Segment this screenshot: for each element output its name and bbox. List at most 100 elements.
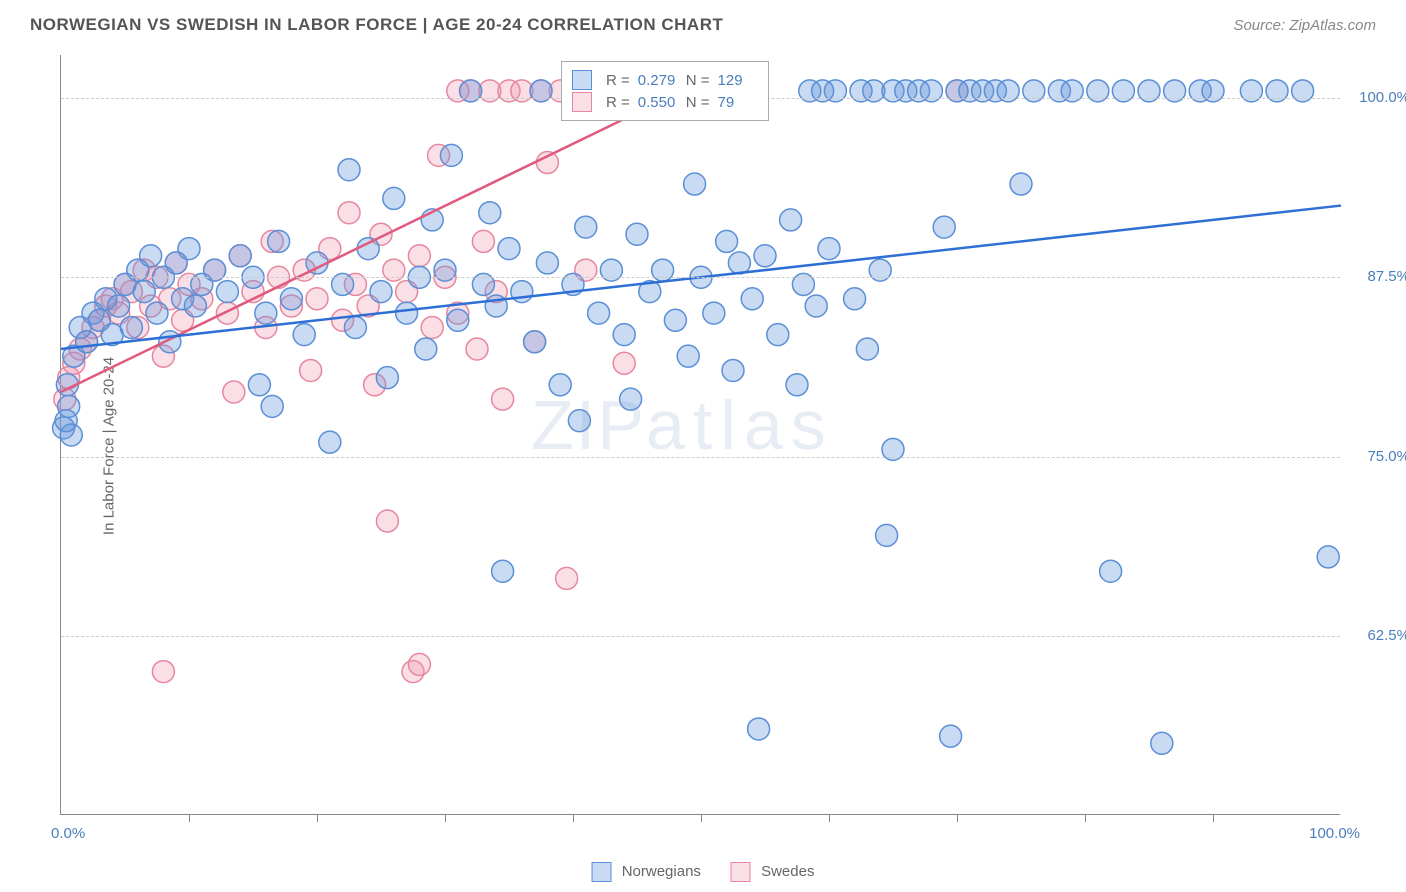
data-point-norwegians: [940, 725, 962, 747]
x-tick: [1213, 814, 1214, 822]
y-tick-label: 62.5%: [1367, 627, 1406, 644]
x-tick: [189, 814, 190, 822]
r-label: R =: [606, 94, 630, 111]
data-point-norwegians: [1151, 732, 1173, 754]
data-point-swedes: [306, 288, 328, 310]
data-point-norwegians: [780, 209, 802, 231]
data-point-norwegians: [108, 295, 130, 317]
data-point-swedes: [223, 381, 245, 403]
x-tick: [701, 814, 702, 822]
legend-row-swedes: R = 0.550 N = 79: [572, 92, 758, 112]
data-point-norwegians: [76, 331, 98, 353]
data-point-norwegians: [575, 216, 597, 238]
data-point-swedes: [613, 352, 635, 374]
data-point-norwegians: [498, 238, 520, 260]
data-point-norwegians: [146, 302, 168, 324]
data-point-norwegians: [1317, 546, 1339, 568]
data-point-norwegians: [805, 295, 827, 317]
data-point-norwegians: [255, 302, 277, 324]
data-point-norwegians: [492, 560, 514, 582]
data-point-norwegians: [60, 424, 82, 446]
grid-line: [61, 277, 1340, 278]
data-point-norwegians: [933, 216, 955, 238]
data-point-norwegians: [626, 223, 648, 245]
data-point-norwegians: [58, 395, 80, 417]
data-point-swedes: [300, 359, 322, 381]
r-value-norwegians: 0.279: [638, 72, 678, 89]
data-point-norwegians: [524, 331, 546, 353]
data-point-norwegians: [357, 238, 379, 260]
data-point-norwegians: [818, 238, 840, 260]
data-point-norwegians: [293, 324, 315, 346]
x-tick: [829, 814, 830, 822]
r-value-swedes: 0.550: [638, 94, 678, 111]
legend-swatch-norwegians-icon: [592, 862, 612, 882]
y-tick-label: 87.5%: [1367, 268, 1406, 285]
x-tick: [317, 814, 318, 822]
legend-item-norwegians: Norwegians: [592, 862, 701, 882]
data-point-swedes: [472, 230, 494, 252]
data-point-norwegians: [728, 252, 750, 274]
data-point-norwegians: [248, 374, 270, 396]
data-point-norwegians: [261, 395, 283, 417]
data-point-norwegians: [140, 245, 162, 267]
data-point-swedes: [152, 661, 174, 683]
legend-swatch-norwegians: [572, 70, 592, 90]
data-point-norwegians: [184, 295, 206, 317]
r-label: R =: [606, 72, 630, 89]
x-tick: [573, 814, 574, 822]
legend-swatch-swedes: [572, 92, 592, 112]
x-tick: [445, 814, 446, 822]
data-point-norwegians: [549, 374, 571, 396]
x-tick: [957, 814, 958, 822]
data-point-norwegians: [741, 288, 763, 310]
data-point-norwegians: [479, 202, 501, 224]
data-point-norwegians: [684, 173, 706, 195]
n-label: N =: [686, 94, 710, 111]
legend-swatch-swedes-icon: [731, 862, 751, 882]
source-label: Source: ZipAtlas.com: [1233, 17, 1376, 34]
data-point-swedes: [338, 202, 360, 224]
data-point-norwegians: [216, 281, 238, 303]
legend-row-norwegians: R = 0.279 N = 129: [572, 70, 758, 90]
data-point-norwegians: [415, 338, 437, 360]
x-label-right: 100.0%: [1309, 825, 1360, 842]
y-tick-label: 75.0%: [1367, 448, 1406, 465]
data-point-swedes: [466, 338, 488, 360]
data-point-norwegians: [568, 410, 590, 432]
n-value-norwegians: 129: [718, 72, 758, 89]
x-tick: [1085, 814, 1086, 822]
data-point-swedes: [216, 302, 238, 324]
grid-line: [61, 636, 1340, 637]
data-point-norwegians: [344, 316, 366, 338]
series-legend: Norwegians Swedes: [592, 862, 815, 882]
data-point-norwegians: [786, 374, 808, 396]
data-point-norwegians: [613, 324, 635, 346]
legend-label-norwegians: Norwegians: [622, 863, 701, 880]
data-point-norwegians: [229, 245, 251, 267]
data-point-norwegians: [620, 388, 642, 410]
data-point-norwegians: [844, 288, 866, 310]
data-point-norwegians: [383, 187, 405, 209]
data-point-norwegians: [120, 316, 142, 338]
n-value-swedes: 79: [718, 94, 758, 111]
data-point-norwegians: [588, 302, 610, 324]
data-point-swedes: [408, 653, 430, 675]
data-point-norwegians: [722, 359, 744, 381]
data-point-norwegians: [396, 302, 418, 324]
data-point-norwegians: [1100, 560, 1122, 582]
data-point-norwegians: [677, 345, 699, 367]
data-point-norwegians: [703, 302, 725, 324]
data-point-norwegians: [664, 309, 686, 331]
grid-line: [61, 457, 1340, 458]
data-point-norwegians: [268, 230, 290, 252]
data-point-norwegians: [280, 288, 302, 310]
data-point-norwegians: [440, 144, 462, 166]
data-point-swedes: [421, 316, 443, 338]
data-point-swedes: [376, 510, 398, 532]
data-point-norwegians: [1010, 173, 1032, 195]
chart-area: ZIPatlas R = 0.279 N = 129 R = 0.550 N =…: [60, 55, 1340, 815]
scatter-plot-svg: [61, 55, 1340, 814]
data-point-norwegians: [338, 159, 360, 181]
data-point-norwegians: [178, 238, 200, 260]
